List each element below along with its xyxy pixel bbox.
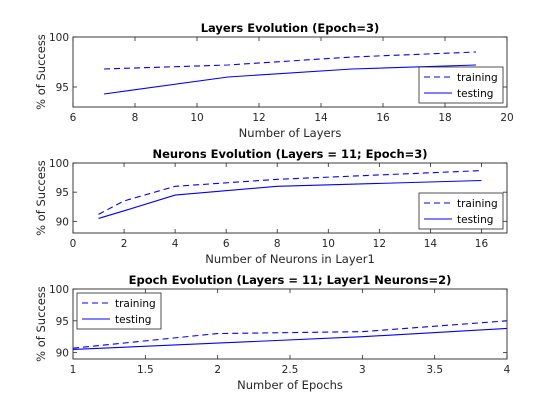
chart-title: Neurons Evolution (Layers = 11; Epoch=3) [152,147,427,161]
axes-box [72,36,508,108]
series-line-testing [98,179,482,219]
x-tick-label: 12 [252,112,265,124]
series-line-testing [72,327,508,350]
y-tick-label: 95 [56,82,69,94]
legend-label-testing: testing [457,214,493,226]
y-tick-label: 100 [49,284,69,296]
axes-box [72,162,508,234]
x-tick-label: 2 [214,364,221,376]
axes-box [72,288,508,360]
y-tick-label: 100 [49,158,69,170]
x-tick-label: 3.5 [426,364,443,376]
y-axis-label: % of Success [34,34,48,110]
subplot-1: 6 8 10 12 14 16 18 20 95 100 Layers Evolution (Epo… [34,21,514,140]
y-tick-label: 90 [56,216,69,228]
x-tick-label: 14 [424,238,438,250]
x-tick-label: 8 [274,238,281,250]
x-tick-label: 4 [172,238,179,250]
y-tick-label: 90 [56,348,69,360]
x-axis-label: Number of Neurons in Layer1 [205,252,375,266]
x-tick-label: 6 [223,238,230,250]
legend-box [418,192,504,230]
legend-box [76,292,162,330]
legend-box [418,66,504,104]
series-line-training [98,170,482,215]
x-tick-label: 3 [359,364,366,376]
x-tick-label: 12 [373,238,386,250]
x-tick-label: 4 [504,364,511,376]
x-tick-label: 0 [70,238,77,250]
legend-label-testing: testing [115,314,151,326]
series-line-training [72,320,508,349]
x-tick-label: 8 [132,112,139,124]
subplot-3: 1 1.5 2 2.5 3 3.5 4 90 95 100 Epoch Evolution (Lay… [34,273,511,392]
x-tick-label: 16 [475,238,489,250]
x-tick-label: 1 [70,364,77,376]
x-tick-label: 20 [500,112,513,124]
series-line-testing [103,64,477,95]
legend-label-training: training [457,72,498,84]
series-line-training [103,51,477,70]
legend-label-training: training [457,198,498,210]
x-tick-label: 6 [70,112,77,124]
chart-title: Layers Evolution (Epoch=3) [201,21,380,35]
legend-label-training: training [115,298,156,310]
x-tick-label: 10 [190,112,203,124]
x-tick-label: 10 [322,238,335,250]
x-tick-label: 16 [376,112,390,124]
legend: training testing [418,66,504,104]
x-tick-label: 2 [121,238,128,250]
x-axis-label: Number of Epochs [237,378,343,392]
chart-title: Epoch Evolution (Layers = 11; Layer1 Neu… [129,273,452,287]
legend: training testing [76,292,162,330]
x-tick-label: 2.5 [282,364,299,376]
y-tick-label: 95 [56,316,69,328]
legend-label-testing: testing [457,88,493,100]
y-tick-label: 100 [49,32,69,44]
x-tick-label: 18 [438,112,451,124]
x-axis-label: Number of Layers [239,126,342,140]
x-tick-label: 1.5 [137,364,154,376]
legend: training testing [418,192,504,230]
x-tick-label: 14 [314,112,328,124]
subplot-2: 0 2 4 6 8 10 12 14 16 90 95 100 Neurons Evolution (L… [34,147,508,266]
y-tick-label: 95 [56,187,69,199]
y-axis-label: % of Success [34,286,48,362]
y-axis-label: % of Success [34,160,48,236]
